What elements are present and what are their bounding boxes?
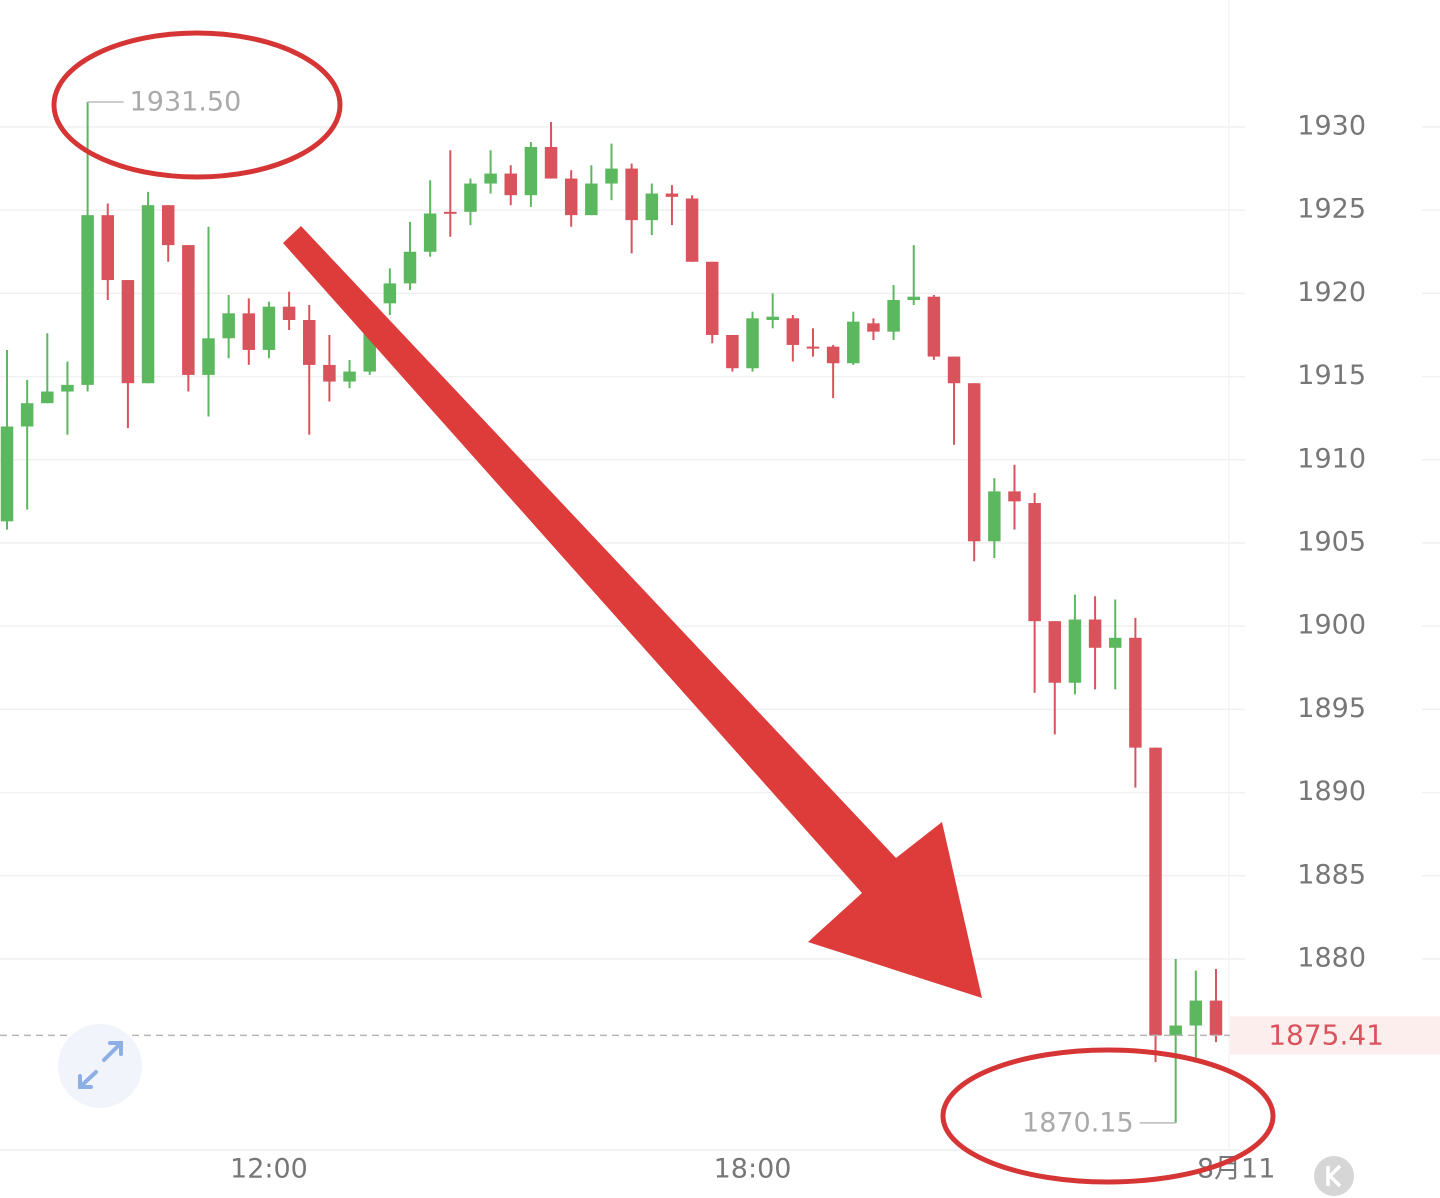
- candle-body: [645, 193, 659, 221]
- candle-body: [826, 346, 840, 364]
- candle-body: [927, 296, 941, 357]
- expand-button-bg[interactable]: [58, 1024, 142, 1108]
- y-tick-label: 1910: [1297, 443, 1366, 474]
- candle-body: [423, 213, 437, 252]
- candle-body: [625, 168, 638, 221]
- candle-body: [41, 391, 54, 404]
- candle-body: [20, 403, 34, 427]
- candle-body: [1209, 1000, 1223, 1036]
- candle-body: [685, 198, 699, 262]
- candle-body: [665, 193, 679, 197]
- k-button-bg[interactable]: [1314, 1156, 1354, 1196]
- trend-arrow: [283, 226, 982, 998]
- x-tick-label: 18:00: [714, 1154, 792, 1185]
- candle-body: [141, 205, 155, 384]
- candle-body: [867, 323, 880, 332]
- candle-body: [101, 215, 115, 281]
- candle-body: [121, 280, 135, 384]
- candle-body: [444, 211, 457, 214]
- candle-body: [1129, 637, 1142, 748]
- candle-body: [222, 313, 235, 339]
- highlight-ellipse: [940, 1047, 1276, 1185]
- candle-body: [1088, 619, 1102, 648]
- candle-body: [1008, 491, 1021, 502]
- candle-body: [786, 318, 800, 345]
- y-tick-label: 1880: [1297, 942, 1366, 973]
- candle-body: [343, 371, 356, 382]
- candle-body: [303, 319, 316, 365]
- candle-body: [1048, 621, 1062, 683]
- y-tick-label: 1920: [1297, 277, 1366, 308]
- annotation-label: 1931.50: [130, 87, 242, 118]
- candle-body: [161, 205, 175, 246]
- last-price-box: [1230, 1016, 1440, 1055]
- candle-body: [1189, 1000, 1203, 1026]
- y-tick-label: 1930: [1297, 110, 1366, 141]
- candle-body: [61, 384, 74, 392]
- candle-body: [464, 183, 477, 212]
- y-tick-label: 1925: [1297, 194, 1366, 225]
- candle-body: [544, 146, 558, 179]
- candle-body: [564, 178, 578, 216]
- y-tick-label: 1895: [1297, 693, 1366, 724]
- candle-body: [1068, 619, 1082, 683]
- highlight-ellipse: [51, 30, 343, 180]
- candle-body: [182, 245, 195, 375]
- x-tick-label: 12:00: [230, 1154, 308, 1185]
- overlay: [51, 30, 1354, 1196]
- expand-icon[interactable]: [78, 1041, 123, 1089]
- y-tick-label: 1915: [1297, 360, 1366, 391]
- candle-body: [746, 318, 759, 369]
- candle-body: [242, 313, 256, 350]
- candle-body: [262, 306, 276, 350]
- candle-body: [484, 173, 497, 184]
- annotation-label: 1870.15: [1022, 1107, 1134, 1138]
- y-tick-label: 1905: [1297, 526, 1366, 557]
- candle-body: [81, 215, 94, 385]
- candle-body: [403, 251, 417, 284]
- candle-body: [806, 346, 820, 349]
- candle-body: [605, 168, 618, 184]
- candle-body: [1169, 1025, 1182, 1036]
- last-price-label: 1875.41: [1268, 1018, 1384, 1051]
- candle-body: [907, 296, 920, 301]
- candle-body: [585, 183, 598, 216]
- candle-body: [1108, 637, 1122, 648]
- candle-body: [847, 321, 860, 364]
- candle-body: [967, 383, 981, 542]
- y-tick-label: 1885: [1297, 859, 1366, 890]
- candle-body: [383, 283, 397, 304]
- candle-body: [282, 306, 296, 320]
- y-tick-label: 1890: [1297, 776, 1366, 807]
- candle-body: [504, 173, 517, 196]
- candle-body: [524, 146, 538, 196]
- k-icon[interactable]: [1326, 1164, 1342, 1188]
- candle-body: [202, 338, 215, 375]
- candle-body: [887, 300, 900, 332]
- y-tick-label: 1900: [1297, 610, 1366, 641]
- candle-body: [726, 334, 739, 369]
- candle-body: [1028, 503, 1041, 622]
- candle-body: [323, 364, 336, 382]
- candle-body: [1149, 747, 1162, 1036]
- candle-body: [766, 316, 779, 320]
- candle-body: [705, 261, 719, 335]
- candle-body: [0, 426, 14, 522]
- candle-body: [988, 491, 1001, 542]
- candle-body: [947, 356, 961, 384]
- k-button[interactable]: [1314, 1156, 1354, 1196]
- expand-button[interactable]: [58, 1024, 142, 1108]
